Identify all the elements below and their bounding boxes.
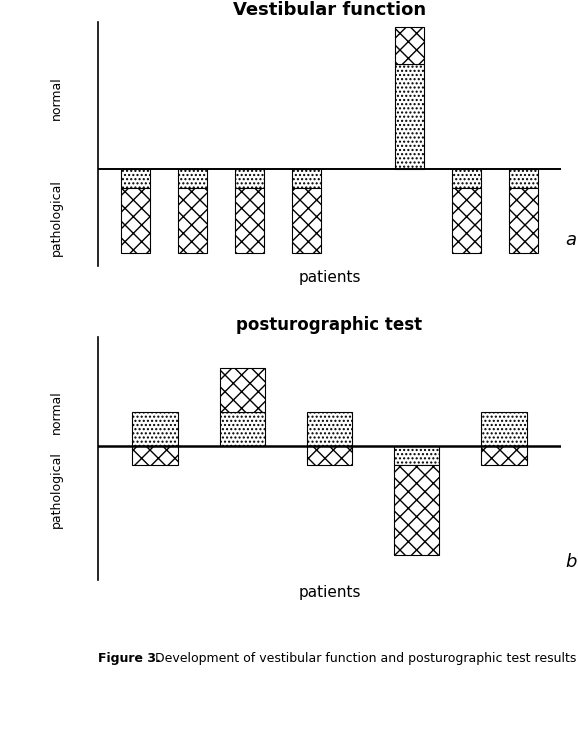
Text: a: a (565, 230, 576, 249)
Bar (121, 188, 150, 253)
Text: Figure 3.: Figure 3. (98, 652, 161, 665)
Bar (177, 169, 208, 188)
Bar (132, 446, 177, 466)
Bar (235, 188, 264, 253)
Bar (292, 169, 321, 188)
Bar (481, 446, 527, 466)
Text: b: b (565, 553, 577, 571)
Bar (220, 368, 265, 412)
Bar (220, 412, 265, 446)
Bar (121, 169, 150, 188)
Bar (395, 27, 424, 64)
Text: Development of vestibular function and posturographic test results depending on : Development of vestibular function and p… (147, 652, 578, 665)
Bar (395, 64, 424, 169)
Bar (292, 188, 321, 253)
Bar (132, 412, 177, 446)
Bar (451, 169, 481, 188)
Title: posturographic test: posturographic test (236, 316, 423, 335)
Bar (394, 446, 439, 466)
Text: pathological: pathological (50, 451, 63, 528)
X-axis label: patients: patients (298, 585, 361, 600)
Bar (509, 169, 538, 188)
Bar (394, 466, 439, 554)
Title: Vestibular function: Vestibular function (233, 1, 426, 19)
Bar (307, 412, 352, 446)
Bar (235, 169, 264, 188)
X-axis label: patients: patients (298, 270, 361, 285)
Bar (177, 188, 208, 253)
Bar (451, 188, 481, 253)
Text: normal: normal (50, 76, 63, 120)
Bar (481, 412, 527, 446)
Bar (307, 446, 352, 466)
Bar (509, 188, 538, 253)
Text: pathological: pathological (50, 180, 63, 256)
Text: normal: normal (50, 390, 63, 434)
